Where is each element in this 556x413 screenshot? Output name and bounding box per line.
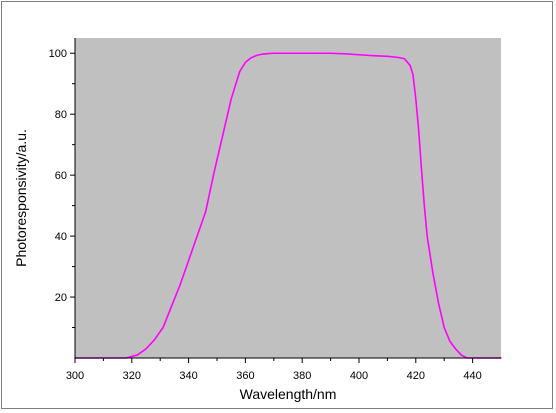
y-tick-label-100: 100	[49, 48, 67, 60]
x-tick-label-340: 340	[179, 370, 197, 382]
x-tick-label-440: 440	[463, 370, 481, 382]
y-axis-label: Photoresponsivity/a.u.	[13, 129, 29, 267]
y-tick-label-40: 40	[55, 231, 67, 243]
x-tick-label-380: 380	[293, 370, 311, 382]
ticks-layer: 300 320 340 360 380 400 420 440 20 40 60 80 100	[49, 48, 482, 382]
plot-area	[75, 38, 501, 358]
x-tick-label-300: 300	[66, 370, 84, 382]
y-tick-label-80: 80	[55, 109, 67, 121]
x-tick-label-320: 320	[123, 370, 141, 382]
series-layer	[74, 52, 502, 359]
series-line-0	[74, 52, 502, 359]
x-tick-label-360: 360	[236, 370, 254, 382]
chart: 300 320 340 360 380 400 420 440 20 40 60 80 100 Wave…	[13, 38, 502, 402]
axes-layer	[74, 38, 501, 359]
x-axis-label: Wavelength/nm	[240, 386, 337, 402]
x-tick-label-420: 420	[407, 370, 425, 382]
y-tick-label-60: 60	[55, 170, 67, 182]
x-tick-label-400: 400	[350, 370, 368, 382]
y-tick-label-20: 20	[55, 292, 67, 304]
